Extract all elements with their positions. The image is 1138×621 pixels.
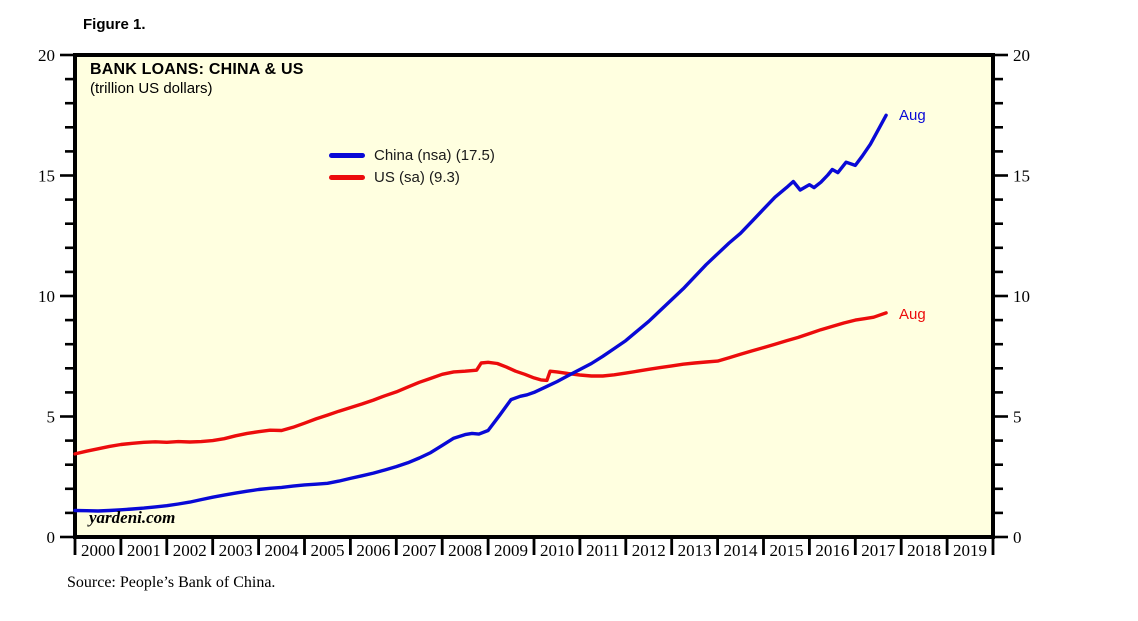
y-axis-label-right: 5 bbox=[1013, 408, 1022, 427]
x-axis-label: 2007 bbox=[402, 541, 437, 560]
x-axis-label: 2017 bbox=[861, 541, 896, 560]
watermark: yardeni.com bbox=[89, 508, 176, 527]
x-axis-label: 2010 bbox=[540, 541, 574, 560]
us-line-swatch bbox=[329, 174, 365, 180]
y-axis-label-left: 15 bbox=[38, 167, 55, 186]
x-axis-label: 2009 bbox=[494, 541, 528, 560]
legend-label-china: China (nsa) (17.5) bbox=[374, 146, 495, 164]
x-axis-label: 2016 bbox=[815, 541, 849, 560]
y-axis-label-left: 20 bbox=[38, 46, 55, 65]
chart-subtitle: (trillion US dollars) bbox=[90, 80, 213, 97]
y-axis-label-left: 0 bbox=[47, 528, 56, 547]
plot-frame bbox=[73, 53, 995, 539]
x-axis-label: 2015 bbox=[769, 541, 803, 560]
x-axis-label: 2008 bbox=[448, 541, 482, 560]
x-axis-label: 2013 bbox=[678, 541, 712, 560]
china-line-swatch bbox=[329, 152, 365, 158]
x-axis-label: 2019 bbox=[953, 541, 987, 560]
y-axis-label-right: 0 bbox=[1013, 528, 1022, 547]
series-line-us-sa bbox=[73, 311, 888, 456]
x-axis-label: 2004 bbox=[265, 541, 300, 560]
x-axis-label: 2014 bbox=[724, 541, 759, 560]
x-axis-label: 2002 bbox=[173, 541, 207, 560]
x-axis-label: 2005 bbox=[310, 541, 344, 560]
china-series-end-label: Aug bbox=[899, 107, 926, 124]
y-axis-label-right: 10 bbox=[1013, 287, 1030, 306]
y-axis-label-left: 10 bbox=[38, 287, 55, 306]
y-axis-label-right: 15 bbox=[1013, 167, 1030, 186]
x-axis-label: 2006 bbox=[356, 541, 390, 560]
x-axis-label: 2018 bbox=[907, 541, 941, 560]
legend: China (nsa) (17.5) US (sa) (9.3) bbox=[329, 144, 495, 188]
chart-title: BANK LOANS: CHINA & US bbox=[90, 61, 304, 78]
y-axis-label-right: 20 bbox=[1013, 46, 1030, 65]
x-axis-label: 2001 bbox=[127, 541, 161, 560]
source-note: Source: People’s Bank of China. bbox=[67, 574, 276, 591]
x-axis-label: 2003 bbox=[219, 541, 253, 560]
y-axis-label-left: 5 bbox=[47, 408, 56, 427]
legend-label-us: US (sa) (9.3) bbox=[374, 168, 460, 186]
x-axis-label: 2011 bbox=[586, 541, 619, 560]
figure-label: Figure 1. bbox=[83, 16, 146, 33]
us-series-end-label: Aug bbox=[899, 306, 926, 323]
legend-item-china: China (nsa) (17.5) bbox=[329, 144, 495, 166]
x-axis-label: 2000 bbox=[81, 541, 115, 560]
x-axis-label: 2012 bbox=[632, 541, 666, 560]
legend-item-us: US (sa) (9.3) bbox=[329, 166, 495, 188]
